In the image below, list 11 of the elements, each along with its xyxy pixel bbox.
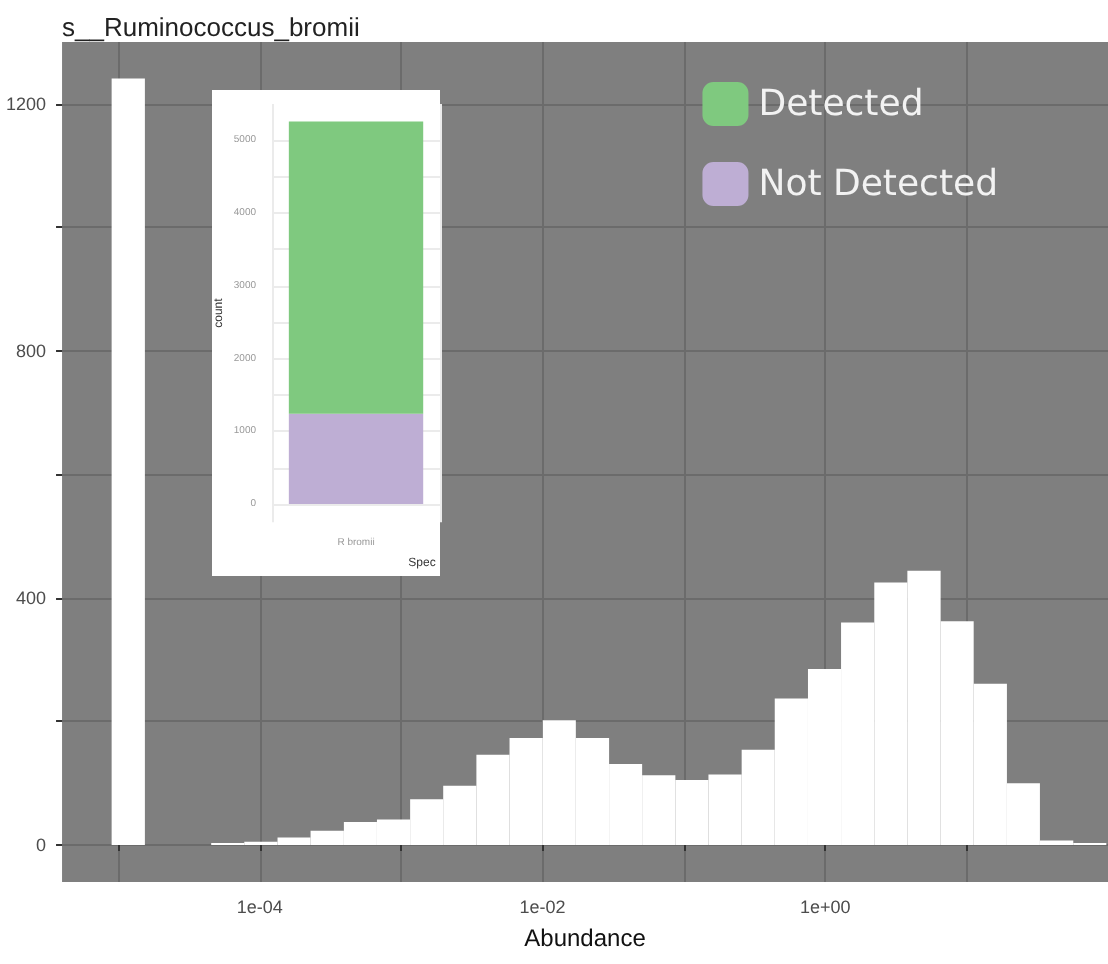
y-tick-label: 400: [15, 587, 47, 608]
x-axis-title: Abundance: [524, 924, 647, 952]
y-tick-label: 0: [36, 834, 47, 855]
x-tick-label: 1e+00: [799, 897, 851, 917]
chart-title: s__Ruminococcus_bromii: [62, 12, 360, 42]
y-tick-label: 800: [15, 340, 47, 361]
y-tick-label: 1200: [5, 93, 47, 114]
legend-label: Not Detected: [758, 163, 999, 205]
x-tick-label: 1e-02: [519, 897, 566, 917]
x-tick-label: 1e-04: [236, 897, 283, 917]
legend-label: Detected: [758, 83, 924, 125]
